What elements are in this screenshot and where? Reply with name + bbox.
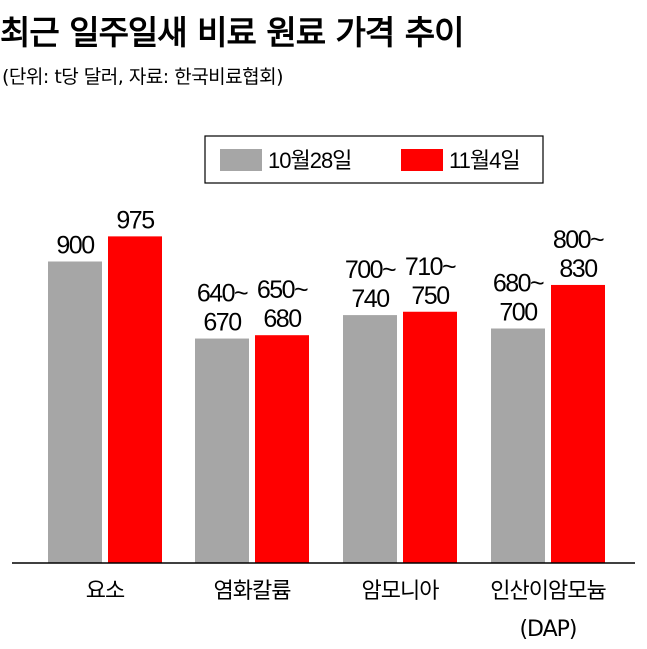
bar-series2-cat3	[403, 311, 457, 563]
legend-label-1: 10월28일	[268, 148, 351, 173]
bar-series2-cat1	[108, 236, 162, 563]
category-label: 암모니아	[362, 579, 440, 604]
category-label-line2: (DAP)	[519, 617, 576, 642]
data-label: 900	[56, 232, 94, 260]
bar-series2-cat4	[551, 284, 605, 563]
legend-swatch-2	[401, 149, 443, 171]
data-label: 750	[411, 282, 449, 310]
data-label: 640~	[197, 280, 248, 308]
bar-series1-cat3	[343, 315, 397, 563]
data-label: 800~	[553, 226, 604, 254]
bar-series1-cat1	[48, 261, 102, 563]
bar-series2-cat2	[255, 335, 309, 563]
data-label: 975	[116, 206, 154, 234]
legend-label-2: 11월4일	[449, 148, 520, 173]
category-label: 인산이암모늄	[490, 579, 606, 604]
chart-subtitle: (단위: t당 달러, 자료: 한국비료협회)	[2, 66, 284, 88]
data-label: 740	[351, 285, 389, 313]
bar-series1-cat2	[195, 338, 249, 563]
data-label: 680~	[493, 270, 544, 298]
data-label: 670	[203, 309, 241, 337]
data-label: 680	[263, 305, 301, 333]
data-label: 650~	[257, 276, 308, 304]
data-label: 710~	[405, 253, 456, 281]
category-label: 염화칼륨	[214, 579, 292, 604]
data-label: 700~	[345, 256, 396, 284]
chart-title: 최근 일주일새 비료 원료 가격 추이	[0, 13, 464, 52]
data-label: 700	[499, 299, 537, 327]
category-label: 요소	[86, 579, 125, 604]
data-label: 830	[559, 255, 597, 283]
bar-series1-cat4	[491, 328, 545, 563]
legend-swatch-1	[220, 149, 262, 171]
